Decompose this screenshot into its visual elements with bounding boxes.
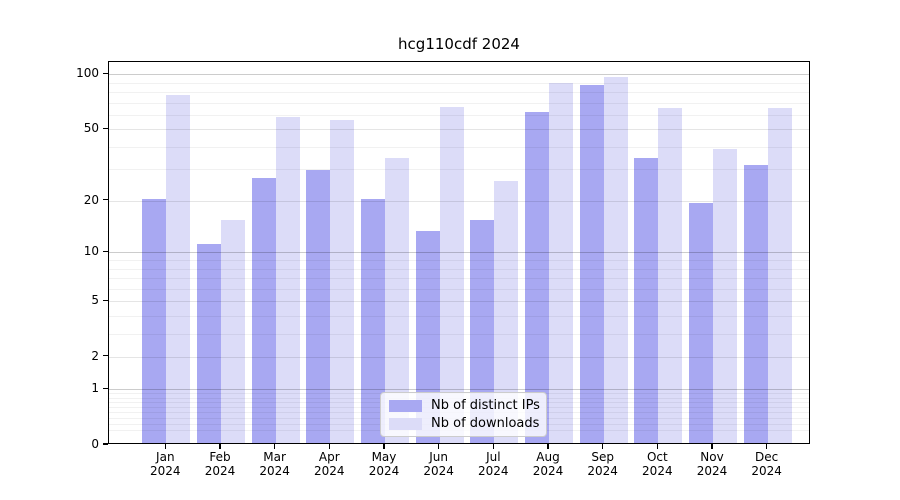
legend: Nb of distinct IPs Nb of downloads <box>380 392 547 437</box>
x-tick-mark <box>383 444 385 449</box>
x-tick-label: Jan 2024 <box>150 450 181 478</box>
chart-title: hcg110cdf 2024 <box>398 35 520 53</box>
x-tick-label: Mar 2024 <box>259 450 290 478</box>
y-tick-label: 1 <box>91 381 99 396</box>
x-tick-mark <box>274 444 276 449</box>
y-tick-mark <box>103 72 108 75</box>
y-tick-mark <box>103 127 108 129</box>
plot-area <box>108 61 810 444</box>
x-tick-label: Dec 2024 <box>751 450 782 478</box>
y-tick-label: 20 <box>83 192 99 207</box>
bar-distinct-ips-mar <box>251 178 276 443</box>
bar-downloads-jun <box>439 106 464 443</box>
bar-downloads-nov <box>713 148 737 443</box>
x-tick-label: Aug 2024 <box>532 450 564 478</box>
x-tick-label: Jun 2024 <box>423 450 454 478</box>
bar-distinct-ips-sep <box>579 85 604 443</box>
bar-distinct-ips-jan <box>142 198 167 443</box>
x-tick-mark <box>711 444 713 449</box>
x-tick-label: Feb 2024 <box>204 450 236 478</box>
y-tick-label: 50 <box>83 121 99 136</box>
bar-downloads-sep <box>603 76 628 443</box>
x-tick-label: Nov 2024 <box>696 450 728 478</box>
x-tick-label: Apr 2024 <box>314 450 345 478</box>
bar-downloads-mar <box>275 117 300 443</box>
y-tick-mark <box>103 250 108 253</box>
bar-downloads-feb <box>220 220 245 443</box>
y-tick-label: 5 <box>91 293 99 308</box>
bar-distinct-ips-feb <box>196 243 221 443</box>
legend-swatch-distinct-ips <box>389 399 422 412</box>
y-tick-mark <box>103 198 108 201</box>
bar-downloads-aug <box>548 82 573 443</box>
x-tick-mark <box>492 444 494 449</box>
x-tick-label: Oct 2024 <box>642 450 673 478</box>
y-tick-mark <box>103 299 108 301</box>
y-tick-label: 0 <box>91 437 99 451</box>
bars-layer <box>109 62 809 443</box>
bar-distinct-ips-apr <box>306 169 331 443</box>
x-tick-mark <box>328 444 330 449</box>
y-tick-mark <box>103 443 108 445</box>
bar-downloads-oct <box>658 107 683 443</box>
y-tick-label: 100 <box>76 66 99 81</box>
y-tick-label: 2 <box>91 348 99 363</box>
x-tick-mark <box>164 444 166 449</box>
y-tick-label: 10 <box>83 244 99 259</box>
x-tick-label: May 2024 <box>368 450 400 478</box>
bar-downloads-apr <box>330 119 355 443</box>
x-tick-mark <box>219 444 221 449</box>
legend-label-downloads: Nb of downloads <box>431 416 540 431</box>
bar-downloads-jan <box>166 95 191 443</box>
legend-label-distinct-ips: Nb of distinct IPs <box>431 398 540 413</box>
y-tick-mark <box>103 355 108 357</box>
x-tick-mark <box>656 444 658 449</box>
x-tick-label: Jul 2024 <box>478 450 509 478</box>
legend-item-distinct-ips: Nb of distinct IPs <box>389 398 540 413</box>
x-tick-mark <box>602 444 604 449</box>
bar-distinct-ips-dec <box>743 164 768 443</box>
bar-distinct-ips-oct <box>634 157 659 443</box>
x-tick-mark <box>547 444 549 449</box>
legend-item-downloads: Nb of downloads <box>389 416 540 431</box>
bar-distinct-ips-nov <box>689 202 713 443</box>
x-tick-mark <box>766 444 768 449</box>
y-tick-mark <box>103 387 108 389</box>
legend-swatch-downloads <box>389 417 422 430</box>
x-tick-mark <box>438 444 440 449</box>
bar-downloads-dec <box>767 107 792 443</box>
bar-distinct-ips-aug <box>524 111 549 443</box>
x-tick-label: Sep 2024 <box>587 450 618 478</box>
